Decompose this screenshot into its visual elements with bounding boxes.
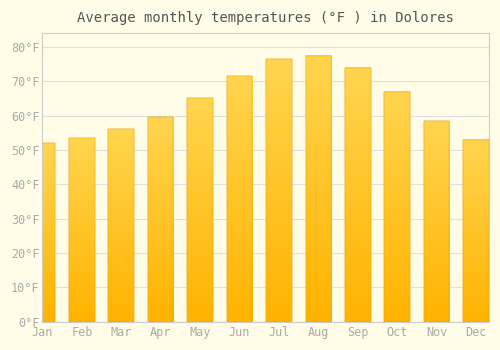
Bar [188,98,213,322]
Bar [108,130,134,322]
Title: Average monthly temperatures (°F ) in Dolores: Average monthly temperatures (°F ) in Do… [77,11,454,25]
Bar [345,68,370,322]
Bar [424,121,450,322]
Bar [306,56,331,322]
Bar [464,140,489,322]
Bar [30,143,55,322]
Bar [266,59,292,322]
Bar [148,117,174,322]
Bar [384,92,410,322]
Bar [69,138,94,322]
Bar [226,76,252,322]
